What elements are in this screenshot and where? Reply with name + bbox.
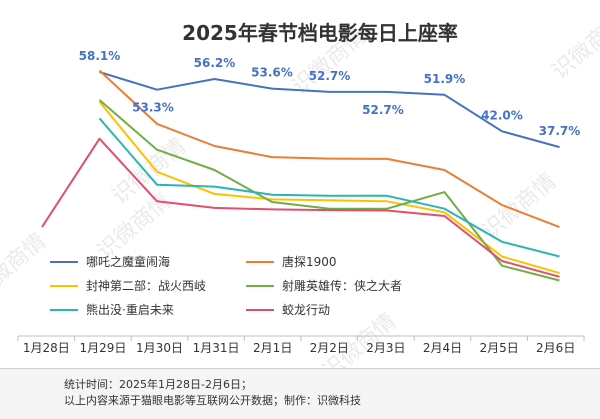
data-label: 56.2% [194,56,236,70]
data-label: 42.0% [481,108,523,122]
legend-label: 封神第二部：战火西岐 [86,278,206,293]
data-label: 37.7% [539,124,581,138]
x-tick-label: 2月4日 [423,341,462,355]
data-labels: 58.1% 53.3% 56.2% 53.6% 52.7% 52.7% 51.9% 42.0%… [79,49,581,138]
x-tick-label: 1月28日 [23,341,70,355]
x-tick-label: 1月30日 [136,341,183,355]
series-line [99,71,560,149]
legend-label: 熊出没·重启未来 [86,302,174,317]
legend-label: 射雕英雄传：侠之大者 [282,278,402,293]
legend-label: 蛟龙行动 [282,302,330,317]
data-label: 51.9% [424,72,466,86]
x-tick-label: 2月6日 [536,341,575,355]
data-label: 52.7% [362,103,404,117]
footer-source: 以上内容来源于猫眼电影等互联网公开数据；制作：识微科技 [64,394,361,407]
footer: 统计时间：2025年1月28日-2月6日； 以上内容来源于猫眼电影等互联网公开数… [0,368,600,419]
footer-stat-time: 统计时间：2025年1月28日-2月6日； [64,378,252,391]
chart-background [0,0,600,368]
x-tick-label: 1月29日 [79,341,126,355]
series-line [98,99,560,282]
x-tick-label: 2月5日 [479,341,518,355]
x-axis-ticks: 1月28日 1月29日 1月30日 1月31日 2月1日 2月2日 2月3日 2月4日 2月5日… [17,336,585,355]
series-layer [41,69,560,282]
x-tick-label: 1月31日 [193,341,240,355]
legend-label: 哪吒之魔童闹海 [86,254,170,269]
x-tick-label: 2月1日 [253,341,292,355]
data-label: 53.3% [132,101,174,115]
series-line [98,69,560,229]
x-tick-label: 2月2日 [310,341,349,355]
legend: 哪吒之魔童闹海 唐探1900 封神第二部：战火西岐 射雕英雄传：侠之大者熊出没·重启未… [50,254,402,317]
chart-title: 2025年春节档电影每日上座率 [182,21,458,45]
data-label: 53.6% [251,66,293,80]
series-line [41,137,560,278]
series-line [98,117,560,258]
data-label: 52.7% [309,69,351,83]
legend-label: 唐探1900 [282,254,337,269]
data-label: 58.1% [79,49,121,63]
x-tick-label: 2月3日 [366,341,405,355]
